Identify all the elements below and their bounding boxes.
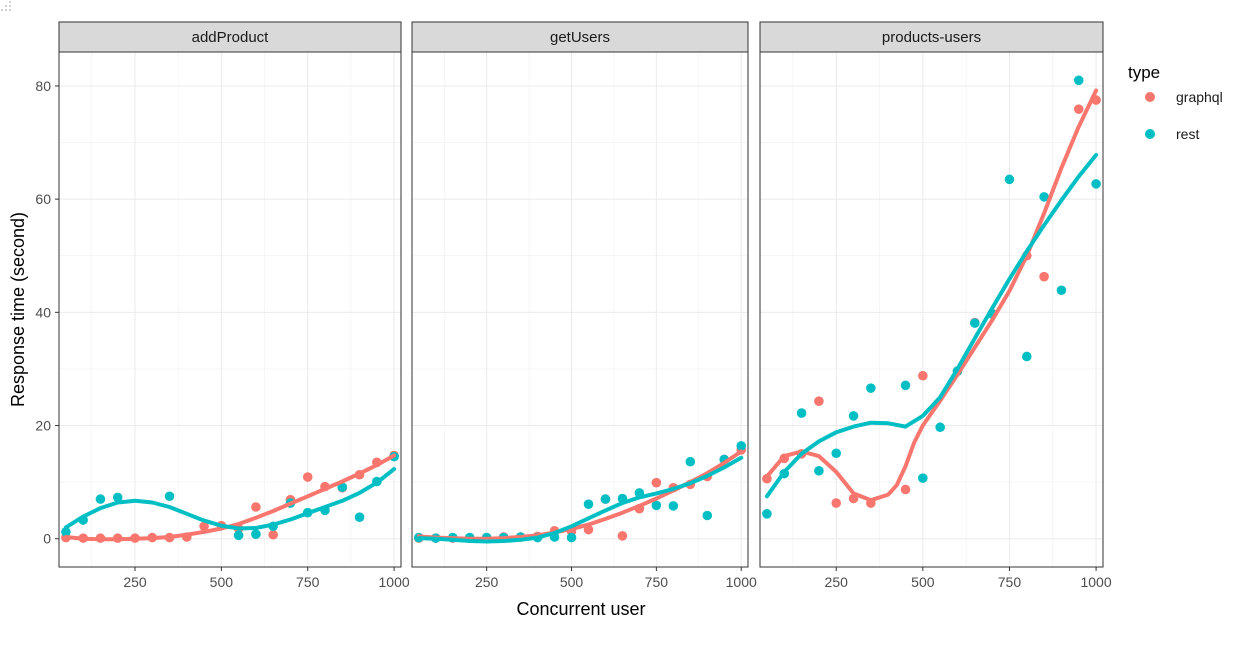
- strip-background: [411, 21, 749, 53]
- data-point: [112, 492, 123, 503]
- y-axis-title: Response time (second): [8, 212, 28, 407]
- data-point: [796, 408, 807, 418]
- data-point: [1021, 351, 1032, 362]
- panel-border: [759, 51, 1104, 568]
- y-tick-label: 40: [35, 304, 51, 320]
- data-point: [831, 448, 842, 459]
- panel-border: [58, 51, 402, 568]
- panel-getUsers: getUsers 250 500 750 1000: [411, 21, 757, 590]
- resize-grip-icon[interactable]: [0, 0, 12, 12]
- data-point: [233, 530, 244, 541]
- strip-background: [58, 21, 402, 53]
- data-point: [302, 472, 313, 482]
- data-point: [337, 482, 348, 493]
- data-point: [702, 510, 713, 521]
- y-tick-label: 80: [35, 78, 51, 94]
- smooth-line-rest: [416, 455, 744, 544]
- data-point: [251, 502, 261, 512]
- legend-label-graphql: graphql: [1176, 89, 1223, 105]
- data-point: [848, 411, 859, 421]
- data-point: [762, 509, 772, 519]
- strip-label: getUsers: [550, 29, 610, 46]
- panel-background: [412, 52, 748, 567]
- x-tick-label: 250: [475, 574, 499, 590]
- y-tick-label: 60: [35, 191, 51, 207]
- data-point: [354, 512, 365, 522]
- data-point: [814, 465, 824, 476]
- chart-axes: Concurrent user Response time (second): [8, 212, 646, 619]
- data-point: [900, 484, 911, 495]
- strip-label: products-users: [882, 29, 981, 46]
- data-point: [600, 494, 611, 504]
- data-point: [651, 477, 662, 488]
- data-point: [685, 456, 696, 467]
- data-point: [668, 501, 679, 511]
- data-point: [199, 521, 209, 532]
- x-tick-label: 250: [825, 574, 849, 590]
- data-point: [918, 370, 928, 381]
- legend: type graphql rest: [1128, 63, 1223, 142]
- x-tick-label: 500: [911, 574, 935, 590]
- chart-panels: addProduct 250 500 750 1000 0 20 40 60 80 getUsers…: [35, 21, 1112, 590]
- data-point: [1073, 104, 1084, 114]
- smooth-line-rest: [63, 467, 397, 531]
- data-point: [566, 532, 577, 543]
- data-point: [1056, 285, 1067, 296]
- strip-label: addProduct: [192, 29, 270, 46]
- data-point: [918, 473, 928, 483]
- data-point: [900, 380, 911, 391]
- data-point: [814, 396, 824, 406]
- x-tick-label: 1000: [1080, 574, 1111, 590]
- data-point: [95, 494, 106, 504]
- legend-key-graphql: [1145, 92, 1155, 102]
- data-point: [831, 498, 842, 508]
- data-point: [1039, 192, 1049, 202]
- x-tick-label: 1000: [379, 574, 410, 590]
- panel-products-users: products-users 250 500 750 1000: [759, 21, 1112, 590]
- panel-addProduct: addProduct 250 500 750 1000 0 20 40 60 80: [35, 21, 410, 590]
- data-point: [251, 529, 261, 539]
- panel-border: [411, 51, 749, 568]
- data-point: [1073, 75, 1084, 86]
- legend-title: type: [1128, 63, 1160, 82]
- panel-background: [760, 52, 1103, 567]
- smooth-line-rest: [764, 153, 1099, 499]
- x-tick-label: 750: [645, 574, 669, 590]
- x-tick-label: 1000: [726, 574, 757, 590]
- data-point: [651, 500, 662, 511]
- x-tick-label: 500: [210, 574, 234, 590]
- x-axis-title: Concurrent user: [516, 599, 645, 619]
- data-point: [1091, 179, 1101, 189]
- data-point: [1004, 174, 1015, 185]
- legend-label-rest: rest: [1176, 126, 1199, 142]
- data-point: [268, 529, 278, 540]
- data-point: [866, 383, 876, 393]
- smooth-line-graphql: [764, 88, 1099, 503]
- panel-background: [59, 52, 401, 567]
- legend-key-rest: [1145, 129, 1155, 139]
- data-point: [935, 422, 945, 433]
- x-tick-label: 250: [123, 574, 147, 590]
- data-point: [583, 499, 594, 509]
- data-point: [1039, 271, 1049, 282]
- x-tick-label: 500: [560, 574, 584, 590]
- data-point: [164, 491, 175, 502]
- strip-background: [759, 21, 1104, 53]
- x-tick-label: 750: [998, 574, 1022, 590]
- data-point: [61, 527, 71, 537]
- data-point: [736, 441, 747, 451]
- y-tick-label: 20: [35, 418, 51, 434]
- x-tick-label: 750: [296, 574, 320, 590]
- data-point: [970, 318, 980, 328]
- gridlines: [760, 52, 1103, 567]
- y-tick-label: 0: [43, 531, 51, 547]
- data-point: [617, 531, 628, 541]
